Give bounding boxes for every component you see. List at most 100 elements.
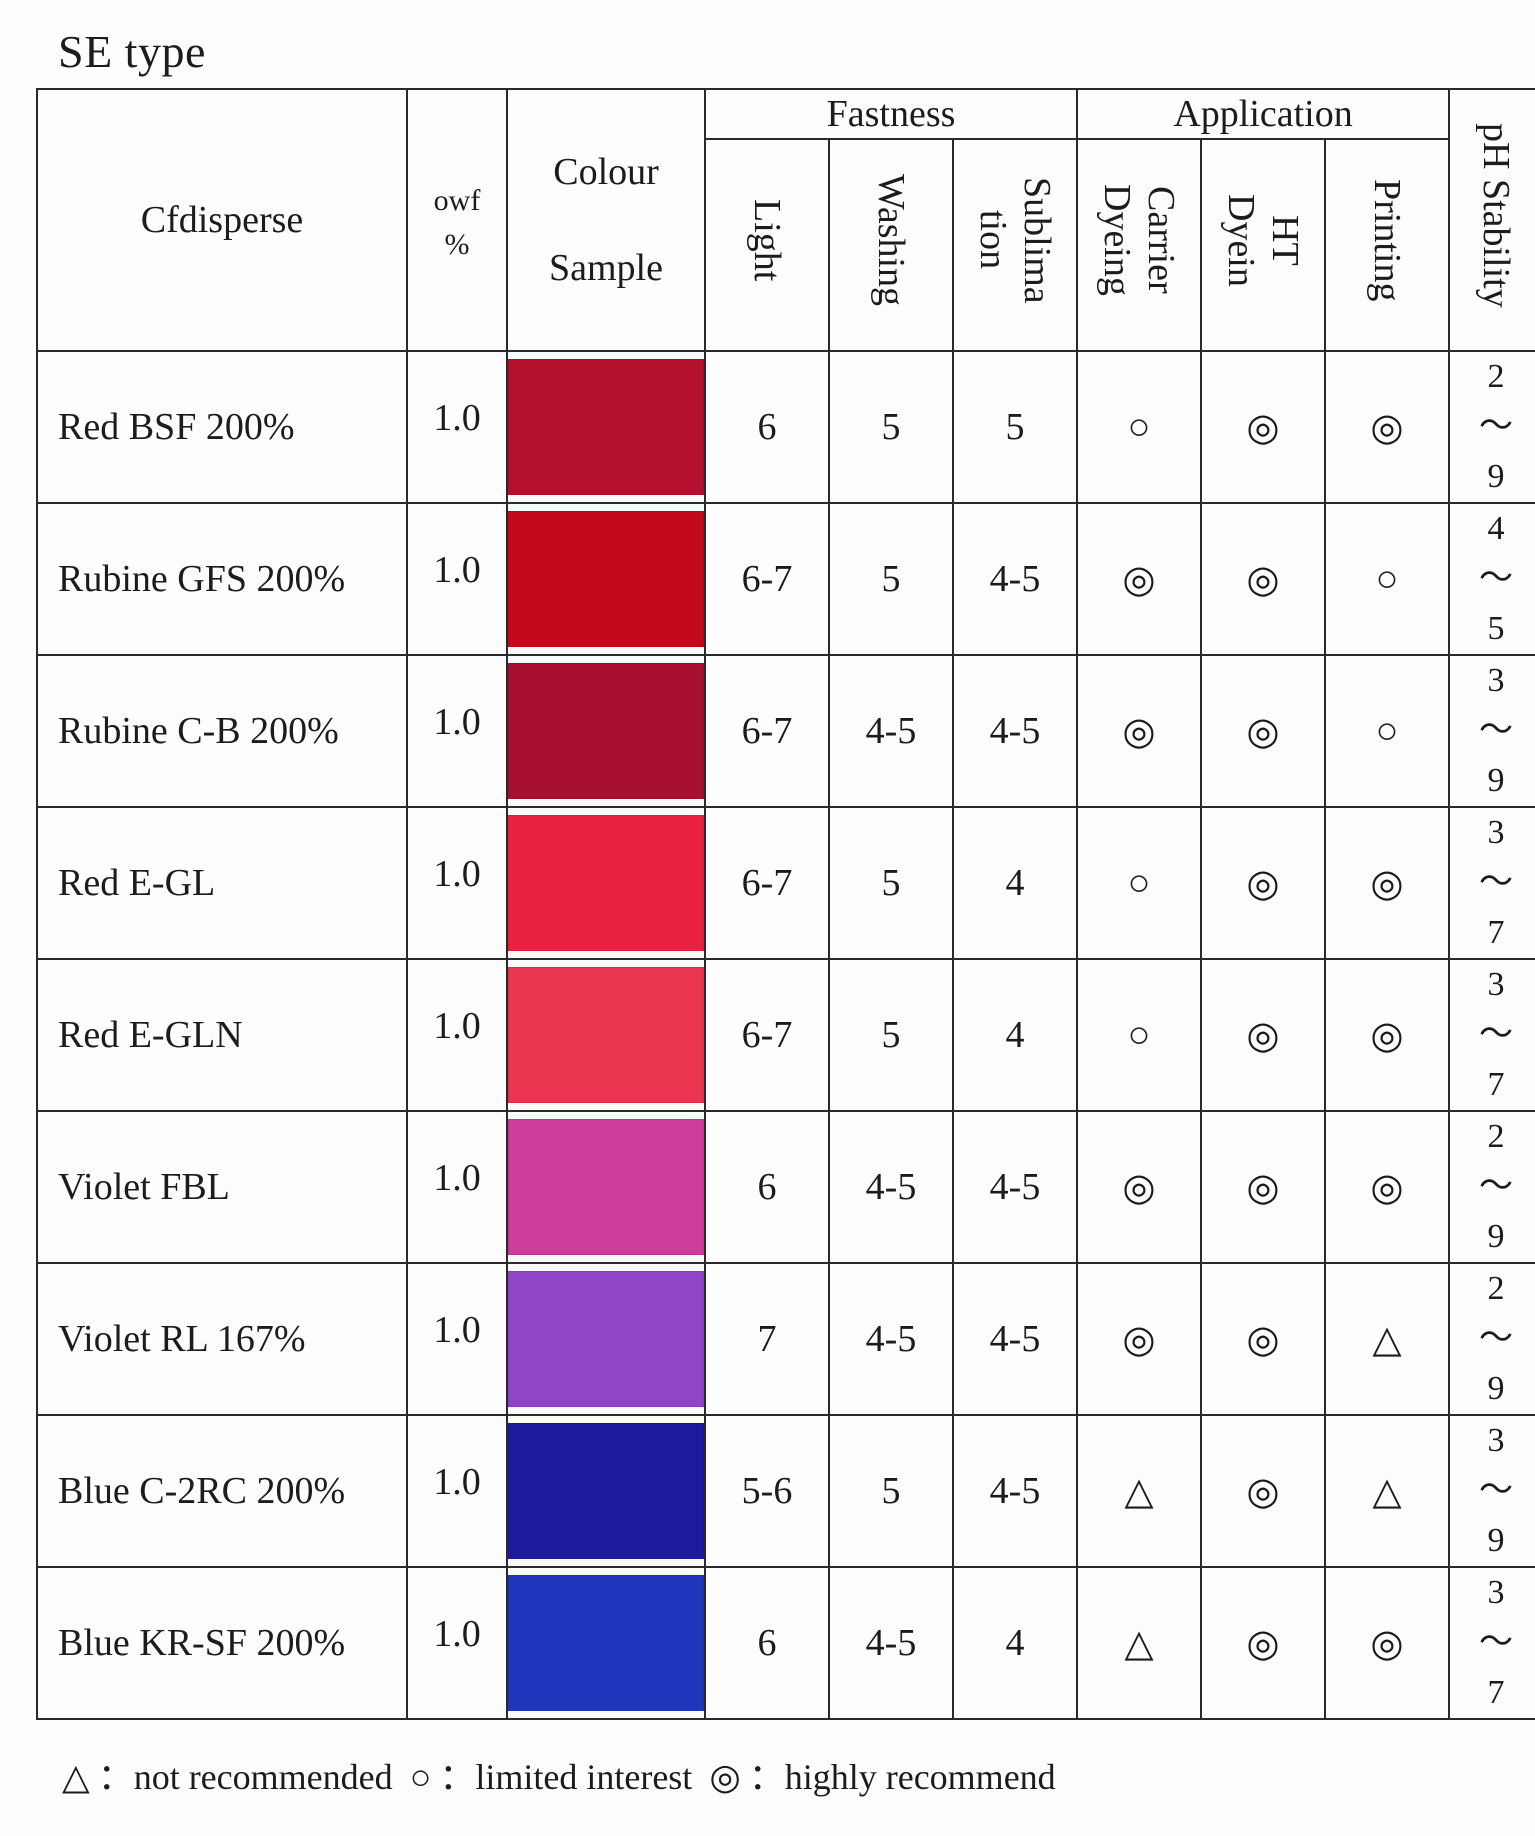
washing-fastness: 5 — [828, 1414, 954, 1568]
light-fastness: 6 — [704, 350, 830, 504]
table-row: Red E-GLN 1.0 6-7 5 4 ○ ◎ ◎ 3 ～ 7 — [36, 958, 1535, 1112]
header-ph-stability: pH Stability — [1448, 88, 1535, 352]
legend-not-recommended: ：not recommended — [97, 1757, 393, 1797]
sublimation-fastness: 4-5 — [951, 1414, 1079, 1568]
washing-fastness: 5 — [828, 350, 954, 504]
washing-fastness: 4-5 — [828, 654, 954, 808]
sublimation-fastness: 4 — [951, 958, 1079, 1112]
product-name: Rubine GFS 200% — [36, 502, 408, 656]
owf-value: 1.0 — [406, 1566, 508, 1720]
washing-fastness: 4-5 — [828, 1566, 954, 1720]
ht-dyeing-rating: ◎ — [1200, 350, 1327, 504]
carrier-dyeing-rating: ○ — [1076, 806, 1203, 960]
colour-swatch — [506, 958, 706, 1112]
sublimation-fastness: 4 — [951, 806, 1079, 960]
ph-range: 2 ～ 9 — [1479, 1118, 1514, 1255]
table-row: Rubine C-B 200% 1.0 6-7 4-5 4-5 ◎ ◎ ○ 3 ～ 9 — [36, 654, 1535, 808]
legend: △ ：not recommended ○ ：limited interest ◎ ：h… — [62, 1748, 1064, 1800]
owf-value: 1.0 — [406, 350, 508, 504]
carrier-dyeing-rating: ◎ — [1076, 1110, 1203, 1264]
owf-value: 1.0 — [406, 654, 508, 808]
light-fastness: 6-7 — [704, 654, 830, 808]
owf-value: 1.0 — [406, 1262, 508, 1416]
carrier-dyeing-rating: ◎ — [1076, 654, 1203, 808]
colour-swatch — [506, 654, 706, 808]
printing-rating: ○ — [1324, 654, 1451, 808]
ht-dyeing-rating: ◎ — [1200, 806, 1327, 960]
header-washing: Washing — [828, 138, 954, 352]
sublimation-fastness: 4-5 — [951, 1110, 1079, 1264]
ht-dyeing-rating: ◎ — [1200, 1414, 1327, 1568]
printing-rating: ◎ — [1324, 1110, 1451, 1264]
washing-fastness: 5 — [828, 806, 954, 960]
printing-rating: ◎ — [1324, 958, 1451, 1112]
colour-swatch-fabric — [508, 663, 704, 799]
dye-specification-table-wrapper: Cfdisperse owf % Colour Sample Fastness … — [36, 88, 1535, 1720]
ph-stability: 2 ～ 9 — [1448, 1110, 1535, 1264]
owf-value: 1.0 — [406, 806, 508, 960]
page-title: SE type — [58, 26, 206, 77]
light-fastness: 6 — [704, 1110, 830, 1264]
carrier-dyeing-rating: △ — [1076, 1566, 1203, 1720]
product-name: Rubine C-B 200% — [36, 654, 408, 808]
product-name: Red BSF 200% — [36, 350, 408, 504]
light-fastness: 6-7 — [704, 958, 830, 1112]
circle-icon: ○ — [409, 1757, 432, 1797]
ph-range: 3 ～ 9 — [1479, 1422, 1514, 1559]
colour-swatch — [506, 1110, 706, 1264]
ht-dyeing-rating: ◎ — [1200, 958, 1327, 1112]
light-fastness: 7 — [704, 1262, 830, 1416]
table-row: Blue C-2RC 200% 1.0 5-6 5 4-5 △ ◎ △ 3 ～ 9 — [36, 1414, 1535, 1568]
printing-rating: ◎ — [1324, 350, 1451, 504]
header-sublimation: Sublima tion — [951, 138, 1079, 352]
printing-rating: △ — [1324, 1262, 1451, 1416]
washing-fastness: 4-5 — [828, 1110, 954, 1264]
header-light: Light — [704, 138, 830, 352]
header-colour-sample: Colour Sample — [506, 88, 706, 352]
dye-specification-table: Cfdisperse owf % Colour Sample Fastness … — [36, 88, 1535, 1720]
ht-dyeing-rating: ◎ — [1200, 1262, 1327, 1416]
product-name: Blue KR-SF 200% — [36, 1566, 408, 1720]
ph-stability: 3 ～ 7 — [1448, 958, 1535, 1112]
legend-highly-recommend: ：highly recommend — [748, 1757, 1056, 1797]
product-name: Violet RL 167% — [36, 1262, 408, 1416]
ph-range: 3 ～ 9 — [1479, 662, 1514, 799]
printing-rating: ◎ — [1324, 1566, 1451, 1720]
colour-swatch-fabric — [508, 511, 704, 647]
colour-swatch-fabric — [508, 1119, 704, 1255]
table-body: Red BSF 200% 1.0 6 5 5 ○ ◎ ◎ 2 ～ 9 Rubine GFS 200… — [36, 350, 1535, 1720]
ph-stability: 3 ～ 9 — [1448, 1414, 1535, 1568]
header-printing: Printing — [1324, 138, 1451, 352]
printing-rating: ○ — [1324, 502, 1451, 656]
double-circle-icon: ◎ — [709, 1757, 741, 1797]
ph-range: 4 ～ 5 — [1479, 510, 1514, 647]
colour-swatch — [506, 1566, 706, 1720]
product-name: Red E-GL — [36, 806, 408, 960]
ph-range: 2 ～ 9 — [1479, 358, 1514, 495]
owf-value: 1.0 — [406, 1110, 508, 1264]
ph-stability: 4 ～ 5 — [1448, 502, 1535, 656]
printing-rating: △ — [1324, 1414, 1451, 1568]
colour-swatch — [506, 806, 706, 960]
header-owf: owf % — [406, 88, 508, 352]
owf-value: 1.0 — [406, 958, 508, 1112]
colour-swatch-fabric — [508, 815, 704, 951]
table-row: Red E-GL 1.0 6-7 5 4 ○ ◎ ◎ 3 ～ 7 — [36, 806, 1535, 960]
product-name: Red E-GLN — [36, 958, 408, 1112]
ph-range: 3 ～ 7 — [1479, 1574, 1514, 1711]
table-row: Red BSF 200% 1.0 6 5 5 ○ ◎ ◎ 2 ～ 9 — [36, 350, 1535, 504]
ph-stability: 3 ～ 7 — [1448, 1566, 1535, 1720]
ph-range: 3 ～ 7 — [1479, 966, 1514, 1103]
ph-stability: 2 ～ 9 — [1448, 350, 1535, 504]
header-application: Application — [1076, 88, 1451, 140]
header-carrier-dyeing: Carrier Dyeing — [1076, 138, 1203, 352]
owf-value: 1.0 — [406, 1414, 508, 1568]
printing-rating: ◎ — [1324, 806, 1451, 960]
triangle-icon: △ — [62, 1757, 90, 1797]
colour-swatch — [506, 1414, 706, 1568]
ph-range: 3 ～ 7 — [1479, 814, 1514, 951]
sublimation-fastness: 4-5 — [951, 654, 1079, 808]
colour-swatch-fabric — [508, 1271, 704, 1407]
washing-fastness: 4-5 — [828, 1262, 954, 1416]
ht-dyeing-rating: ◎ — [1200, 502, 1327, 656]
